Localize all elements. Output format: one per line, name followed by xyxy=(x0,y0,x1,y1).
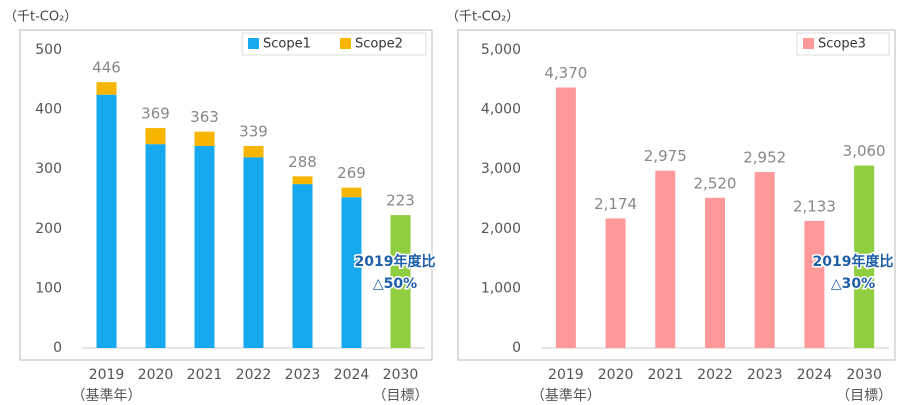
x-sublabel: （基準年） xyxy=(531,387,601,404)
bar xyxy=(194,131,215,146)
annotation: △30% xyxy=(831,276,875,292)
x-tick-label: 2020 xyxy=(138,367,174,383)
target-bar xyxy=(854,165,875,348)
y-tick-label: 3,000 xyxy=(481,161,521,177)
total-label: 369 xyxy=(141,105,170,123)
y-tick-label: 500 xyxy=(35,42,62,58)
legend-swatch xyxy=(340,38,351,49)
bar xyxy=(194,145,215,348)
total-label: 446 xyxy=(92,59,121,77)
unit-label: （千t-CO₂） xyxy=(446,10,519,25)
x-tick-label: 2019 xyxy=(89,367,125,383)
legend-box xyxy=(241,32,427,56)
bar xyxy=(605,218,626,348)
bar xyxy=(705,197,725,348)
target-bar xyxy=(390,215,411,348)
bar xyxy=(243,145,264,158)
x-tick-label: 2020 xyxy=(598,367,634,383)
bar xyxy=(804,220,825,348)
x-sublabel: （目標） xyxy=(836,388,892,404)
x-tick-label: 2024 xyxy=(334,367,370,383)
y-tick-label: 5,000 xyxy=(481,42,521,58)
x-tick-label: 2030 xyxy=(846,367,882,383)
y-tick-label: 0 xyxy=(512,340,521,356)
target-label: 3,060 xyxy=(843,142,886,160)
x-sublabel: （目標） xyxy=(373,388,429,404)
bar xyxy=(341,187,362,198)
total-label: 288 xyxy=(288,153,317,171)
y-tick-label: 300 xyxy=(35,161,62,177)
bar xyxy=(243,157,264,348)
x-tick-label: 2024 xyxy=(797,367,833,383)
bar xyxy=(555,87,576,348)
x-tick-label: 2023 xyxy=(285,367,321,383)
data-label: 2,520 xyxy=(694,174,737,192)
legend-swatch xyxy=(803,38,814,49)
x-tick-label: 2030 xyxy=(383,367,419,383)
y-tick-label: 0 xyxy=(53,340,62,356)
total-label: 339 xyxy=(239,122,268,140)
y-tick-label: 4,000 xyxy=(481,102,521,118)
data-label: 2,975 xyxy=(644,147,687,165)
legend-label: Scope1 xyxy=(263,37,311,52)
y-tick-label: 1,000 xyxy=(481,280,521,296)
bar xyxy=(292,184,313,348)
legend-label: Scope2 xyxy=(355,37,403,52)
unit-label: （千t-CO₂） xyxy=(4,10,77,25)
target-label: 223 xyxy=(386,192,415,210)
y-tick-label: 100 xyxy=(35,280,62,296)
total-label: 363 xyxy=(190,108,219,126)
x-tick-label: 2023 xyxy=(747,367,783,383)
x-tick-label: 2019 xyxy=(548,367,584,383)
annotation: 2019年度比 xyxy=(355,253,436,270)
y-tick-label: 200 xyxy=(35,221,62,237)
bar xyxy=(145,144,166,348)
bar xyxy=(96,94,117,348)
data-label: 4,370 xyxy=(544,64,587,82)
chart-frame xyxy=(19,29,433,361)
bar xyxy=(96,82,117,95)
y-tick-label: 2,000 xyxy=(481,221,521,237)
x-tick-label: 2022 xyxy=(236,367,272,383)
annotation: 2019年度比 xyxy=(813,253,894,270)
chart-frame xyxy=(457,29,896,361)
x-sublabel: （基準年） xyxy=(72,387,142,404)
bar xyxy=(341,197,362,348)
legend-label: Scope3 xyxy=(818,37,866,52)
bar xyxy=(655,170,676,348)
data-label: 2,133 xyxy=(793,197,836,215)
legend-box xyxy=(796,32,890,56)
x-tick-label: 2021 xyxy=(647,367,683,383)
legend-swatch xyxy=(248,38,259,49)
x-tick-label: 2021 xyxy=(187,367,223,383)
y-tick-label: 400 xyxy=(35,102,62,118)
bar xyxy=(145,128,166,145)
annotation: △50% xyxy=(373,276,417,292)
x-tick-label: 2022 xyxy=(697,367,733,383)
bar xyxy=(754,172,775,348)
data-label: 2,174 xyxy=(594,195,637,213)
bar xyxy=(292,176,313,185)
total-label: 269 xyxy=(337,164,366,182)
data-label: 2,952 xyxy=(743,149,786,167)
